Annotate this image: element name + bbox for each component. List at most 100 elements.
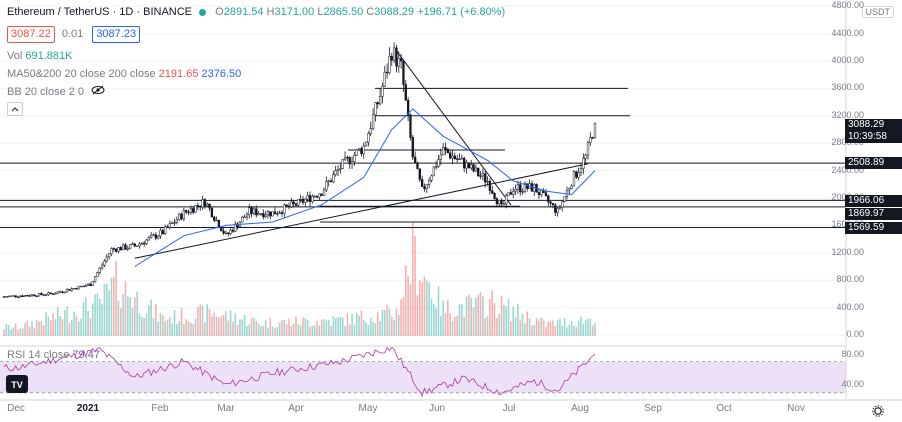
candle-body <box>173 222 176 224</box>
candle-body <box>449 152 452 159</box>
volume-bar <box>570 321 573 336</box>
candle-body <box>2 296 6 298</box>
candle-body <box>367 133 370 143</box>
volume-bar <box>566 327 568 336</box>
volume-bar <box>134 297 136 336</box>
trade-row: 3087.22 0.01 3087.23 <box>7 26 144 43</box>
volume-bar <box>278 322 281 336</box>
volume-bar <box>475 298 477 336</box>
candle-body <box>287 205 291 208</box>
volume-bar <box>96 293 99 336</box>
candle-body <box>442 147 445 156</box>
volume-bar <box>496 318 498 336</box>
candle-body <box>40 293 43 295</box>
volume-legend[interactable]: Vol 691.881K <box>7 50 73 62</box>
candle-body <box>65 289 69 293</box>
candle-body <box>385 71 389 74</box>
candle-body <box>343 157 347 160</box>
candle-body <box>196 205 200 207</box>
volume-bar <box>477 294 480 336</box>
candle-body <box>416 162 419 169</box>
gear-icon[interactable] <box>872 404 884 417</box>
level-label: 1869.97 <box>845 208 902 220</box>
volume-bar <box>489 298 491 336</box>
candle-body <box>47 292 50 296</box>
volume-bar <box>323 319 325 336</box>
candle-body <box>37 293 41 297</box>
candle-body <box>19 295 22 298</box>
volume-bar <box>281 319 283 336</box>
candle-body <box>570 185 573 189</box>
volume-bar <box>594 323 596 336</box>
month-label: Apr <box>288 403 304 414</box>
volume-bar <box>365 322 367 336</box>
candle-body <box>378 96 382 105</box>
candle-body <box>222 230 225 234</box>
candle-body <box>271 211 274 217</box>
buy-button[interactable]: 3087.23 <box>92 26 141 43</box>
ma-legend[interactable]: MA50&200 20 close 200 close 2191.65 2376… <box>7 68 242 80</box>
rsi-legend[interactable]: RSI 14 close 79.47 <box>7 349 100 361</box>
volume-bar <box>276 327 279 336</box>
volume-bar <box>533 324 536 336</box>
candle-body <box>556 207 559 213</box>
price-tick: 4800.00 <box>831 0 864 11</box>
volume-bar <box>372 322 374 336</box>
candle-body <box>313 195 316 198</box>
volume-bar <box>183 324 185 336</box>
volume-bar <box>239 319 241 336</box>
volume-bar <box>131 308 134 336</box>
volume-bar <box>35 320 38 336</box>
candle-body <box>77 285 80 290</box>
candle-body <box>231 229 235 232</box>
candle-body <box>495 198 499 205</box>
volume-bar <box>248 324 251 336</box>
volume-bar <box>563 318 566 336</box>
volume-bar <box>145 313 148 336</box>
volume-bar <box>423 276 426 336</box>
sell-button[interactable]: 3087.22 <box>7 26 55 43</box>
volume-bar <box>264 320 267 336</box>
volume-bar <box>285 324 288 336</box>
candle-body <box>203 199 207 207</box>
candle-body <box>514 189 517 192</box>
volume-bar <box>524 323 526 336</box>
price-tick: 400.00 <box>836 301 864 312</box>
volume-bar <box>91 303 94 336</box>
volume-bar <box>103 284 106 336</box>
candle-body <box>278 212 281 214</box>
candle-body <box>392 47 396 61</box>
candle-body <box>374 102 377 116</box>
candle-body <box>285 204 288 207</box>
candle-body <box>332 174 335 183</box>
candle-body <box>150 235 153 238</box>
volume-bar <box>514 317 517 336</box>
candle-body <box>301 198 305 203</box>
volume-bar <box>433 304 435 336</box>
volume-bar <box>302 317 304 336</box>
currency-label[interactable]: USDT <box>861 6 894 18</box>
volume-bar <box>419 280 421 336</box>
volume-bar <box>159 313 162 336</box>
candle-body <box>250 207 253 214</box>
candle-body <box>273 211 277 215</box>
volume-bar <box>155 303 157 336</box>
volume-bar <box>73 311 75 336</box>
volume-bar <box>290 325 293 336</box>
eye-off-icon[interactable] <box>91 85 105 99</box>
volume-bar <box>180 307 183 336</box>
volume-bar <box>63 310 66 336</box>
candle-body <box>5 296 8 298</box>
candle-body <box>339 168 342 170</box>
level-label: 1569.59 <box>845 222 902 234</box>
bb-legend[interactable]: BB 20 close 2 0 <box>7 85 105 99</box>
collapse-legend-button[interactable] <box>7 102 23 116</box>
candle-body <box>427 180 431 185</box>
candle-body <box>82 285 85 288</box>
volume-bar <box>84 297 87 336</box>
volume-bar <box>82 302 85 336</box>
tradingview-logo[interactable]: TV <box>6 375 28 393</box>
candle-body <box>23 295 27 297</box>
candle-body <box>241 216 244 223</box>
